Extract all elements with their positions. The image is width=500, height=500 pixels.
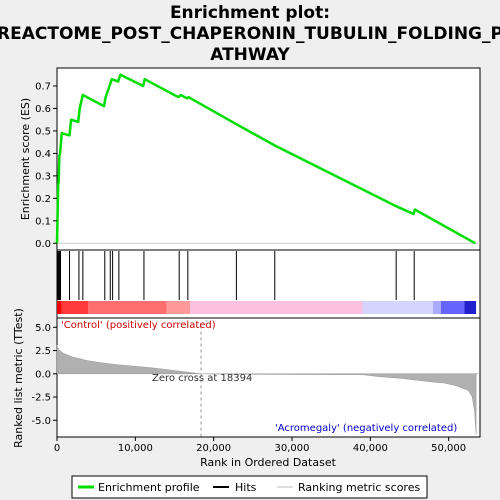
es-profile-line bbox=[55, 73, 476, 245]
x-tick-label-4: 40,000 bbox=[353, 443, 388, 454]
x-tick-label-5: 50,000 bbox=[431, 443, 466, 454]
es-tick-label-4: 0.4 bbox=[35, 149, 51, 160]
es-tick-label-2: 0.2 bbox=[35, 194, 51, 205]
es-tick-label-0: 0.0 bbox=[35, 239, 51, 250]
colorbar-segment-4 bbox=[190, 301, 363, 314]
metric-tick-label-2: 0.0 bbox=[35, 369, 51, 380]
es-axis-label: Enrichment score (ES) bbox=[19, 98, 32, 220]
legend-hits-label: Hits bbox=[235, 481, 257, 494]
positive-correlation-label: 'Control' (positively correlated) bbox=[61, 320, 216, 331]
x-tick-label-0: 0 bbox=[54, 443, 60, 454]
metric-tick-label-0: 5.0 bbox=[35, 323, 51, 334]
x-tick-label-2: 20,000 bbox=[196, 443, 231, 454]
metric-tick-label-1: 2.5 bbox=[35, 346, 51, 357]
metric-axis-label: Ranked list metric (TTest) bbox=[12, 308, 25, 448]
metric-area bbox=[56, 344, 477, 435]
es-panel bbox=[56, 67, 481, 251]
colorbar-segment-5 bbox=[362, 301, 433, 314]
legend-es-label: Enrichment profile bbox=[98, 481, 200, 494]
x-tick-label-1: 10,000 bbox=[118, 443, 153, 454]
es-tick-label-3: 0.3 bbox=[35, 171, 51, 182]
chart-title-line-1: Enrichment plot: bbox=[170, 3, 330, 23]
colorbar-segment-3 bbox=[166, 301, 191, 314]
colorbar-segment-8 bbox=[464, 301, 477, 314]
colorbar-segment-1 bbox=[61, 301, 89, 314]
chart-title-line-3: ATHWAY bbox=[210, 45, 290, 65]
es-tick-label-7: 0.7 bbox=[35, 81, 51, 92]
x-axis-label: Rank in Ordered Dataset bbox=[200, 456, 337, 469]
colorbar-segment-6 bbox=[433, 301, 441, 314]
colorbar-segment-7 bbox=[440, 301, 465, 314]
metric-tick-label-4: -5.0 bbox=[31, 416, 51, 427]
zero-cross-label: Zero cross at 18394 bbox=[152, 373, 252, 384]
metric-tick-label-3: -2.5 bbox=[31, 393, 51, 404]
legend-metric-label: Ranking metric scores bbox=[298, 481, 420, 494]
x-tick-label-3: 30,000 bbox=[275, 443, 310, 454]
es-tick-label-1: 0.1 bbox=[35, 216, 51, 227]
chart-title-line-2: REACTOME_POST_CHAPERONIN_TUBULIN_FOLDING… bbox=[0, 24, 500, 44]
legend-box bbox=[71, 475, 428, 499]
es-tick-label-5: 0.5 bbox=[35, 126, 51, 137]
negative-correlation-label: 'Acromegaly' (negatively correlated) bbox=[275, 423, 457, 434]
colorbar-segment-0 bbox=[57, 301, 62, 314]
es-tick-label-6: 0.6 bbox=[35, 104, 51, 115]
colorbar-segment-2 bbox=[88, 301, 167, 314]
